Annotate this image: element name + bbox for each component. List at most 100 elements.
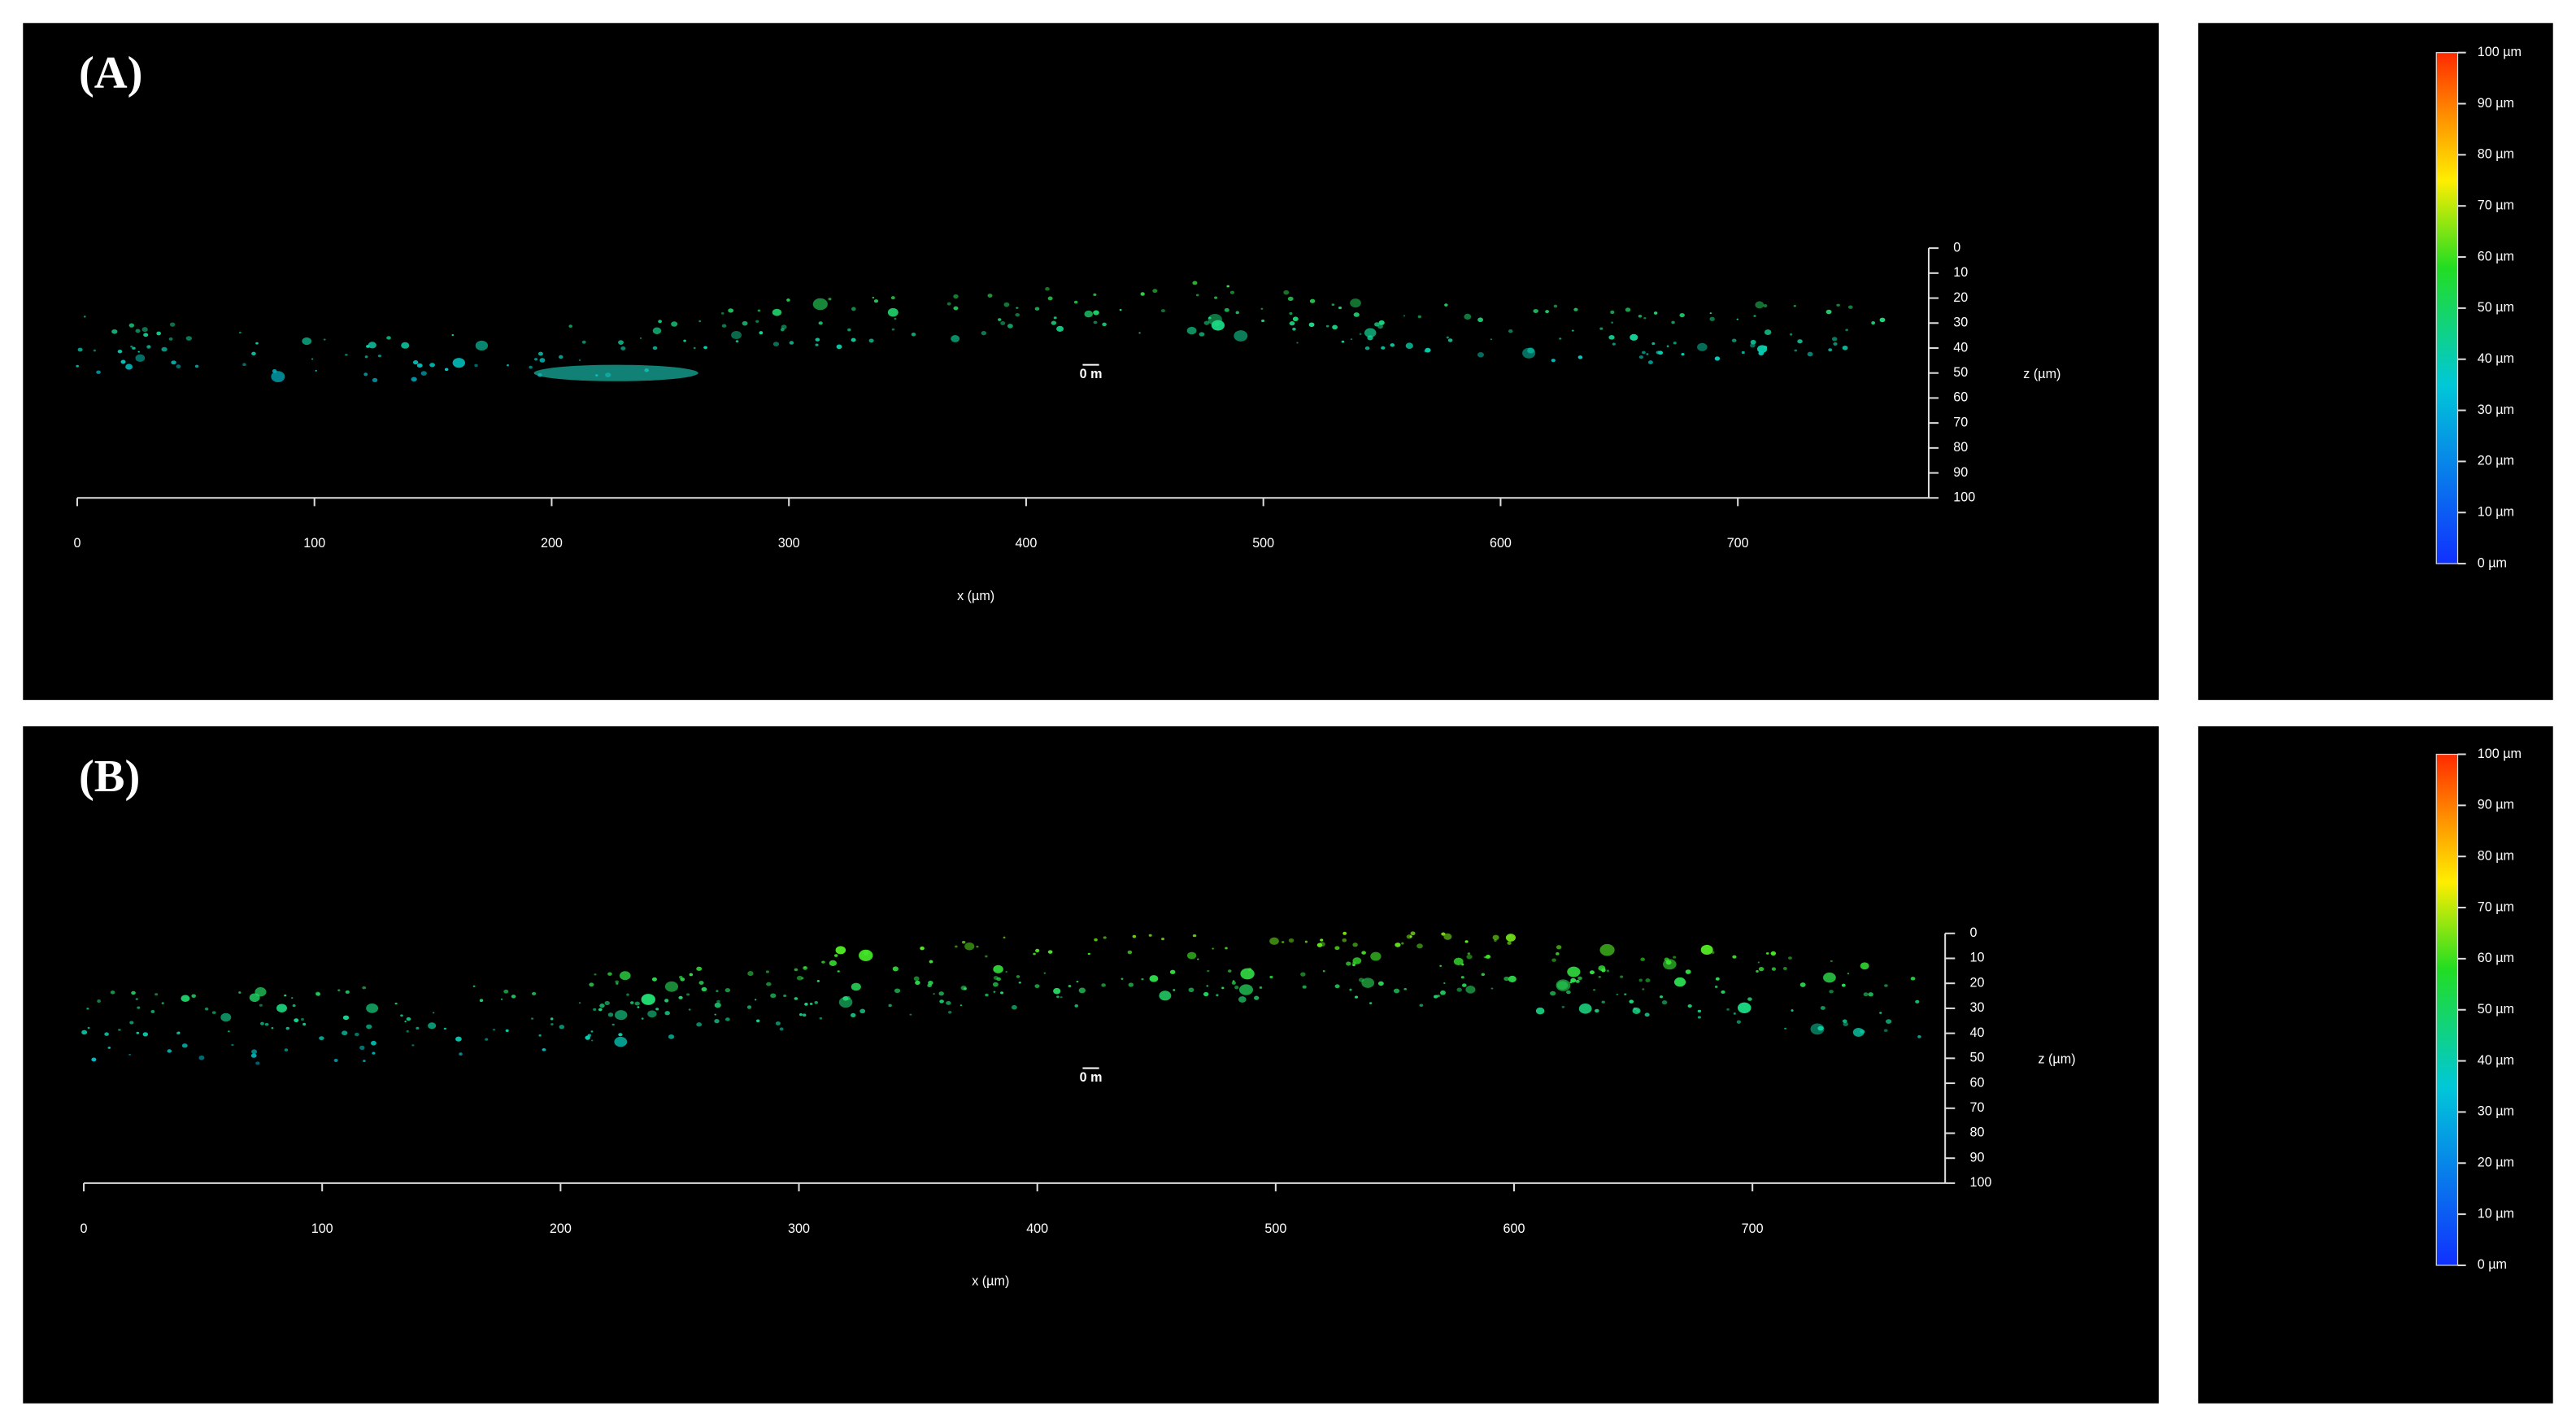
- fluorescent-spot: [171, 360, 176, 365]
- fluorescent-spot: [1550, 990, 1556, 996]
- fluorescent-spot: [953, 306, 959, 311]
- fluorescent-spot: [87, 1026, 90, 1030]
- fluorescent-spot: [1436, 995, 1440, 998]
- fluorescent-spot: [976, 945, 979, 948]
- fluorescent-spot: [1349, 988, 1352, 991]
- fluorescent-spot: [1715, 977, 1720, 981]
- fluorescent-spot: [985, 993, 989, 997]
- colorbar-label: 100 µm: [2478, 747, 2522, 761]
- fluorescent-spot: [698, 320, 702, 323]
- fluorescent-spot: [804, 1003, 808, 1006]
- fluorescent-spot: [363, 372, 368, 377]
- fluorescent-spot: [696, 966, 703, 971]
- fluorescent-spot: [1527, 347, 1535, 354]
- fluorescent-spot: [1868, 992, 1873, 997]
- fluorescent-spot: [946, 302, 951, 306]
- fluorescent-spot: [1078, 987, 1086, 994]
- fluorescent-spot: [1843, 1021, 1848, 1026]
- fluorescent-spot: [129, 1021, 134, 1025]
- fluorescent-spot: [1697, 1016, 1701, 1019]
- fluorescent-spot: [775, 1021, 781, 1025]
- fluorescent-spot: [1737, 1002, 1751, 1013]
- z-tick-label: 80: [1953, 440, 1968, 455]
- fluorescent-spot: [503, 989, 509, 994]
- x-tick-label: 100: [303, 536, 325, 551]
- fluorescent-spot: [735, 340, 739, 343]
- fluorescent-spot: [1288, 938, 1295, 943]
- fluorescent-spot: [142, 1032, 149, 1037]
- fluorescent-spot: [1160, 309, 1166, 313]
- fluorescent-spot: [1644, 1012, 1650, 1017]
- fluorescent-spot: [803, 965, 808, 970]
- fluorescent-spot: [703, 346, 707, 350]
- fluorescent-spot: [1884, 984, 1888, 987]
- fluorescent-spot: [770, 993, 777, 999]
- fluorescent-spot: [1441, 932, 1446, 936]
- fluorescent-spot: [913, 976, 920, 982]
- fluorescent-spot: [1260, 307, 1264, 310]
- fluorescent-spot: [420, 371, 427, 376]
- fluorescent-spot: [671, 321, 678, 327]
- fluorescent-spot: [177, 1031, 181, 1034]
- image-background: [23, 726, 2159, 1404]
- fluorescent-spot: [1232, 980, 1235, 982]
- fluorescent-spot: [1556, 952, 1560, 956]
- fluorescent-spot: [285, 1026, 289, 1030]
- fluorescent-spot: [619, 971, 631, 981]
- x-axis-label: x (µm): [972, 1273, 1009, 1288]
- fluorescent-spot: [1661, 1000, 1668, 1005]
- fluorescent-spot: [428, 1022, 437, 1030]
- fluorescent-spot: [311, 358, 314, 360]
- fluorescent-spot: [1161, 938, 1165, 941]
- fluorescent-spot: [1000, 991, 1004, 995]
- colorbar-label: 20 µm: [2478, 454, 2514, 468]
- z-tick-label: 50: [1969, 1051, 1984, 1065]
- fluorescent-spot: [1007, 324, 1013, 329]
- fluorescent-spot: [1212, 947, 1214, 950]
- fluorescent-spot: [651, 977, 657, 982]
- fluorescent-spot: [1505, 934, 1516, 942]
- fluorescent-spot: [1425, 347, 1431, 353]
- fluorescent-spot: [416, 363, 423, 368]
- fluorescent-spot: [1159, 990, 1172, 1001]
- fluorescent-spot: [394, 1002, 398, 1005]
- fluorescent-spot: [742, 320, 748, 326]
- fluorescent-spot: [1043, 972, 1046, 974]
- fluorescent-spot: [1216, 994, 1219, 997]
- fluorescent-spot: [412, 359, 419, 365]
- fluorescent-spot: [1871, 321, 1876, 325]
- fluorescent-spot: [1364, 346, 1370, 350]
- fluorescent-spot: [652, 327, 662, 335]
- fluorescent-spot: [1863, 992, 1869, 997]
- fluorescent-spot: [107, 1046, 111, 1049]
- fluorescent-spot: [607, 972, 612, 976]
- fluorescent-spot: [1016, 975, 1020, 978]
- colorbar-label: 100 µm: [2478, 45, 2522, 59]
- fluorescent-spot: [938, 991, 944, 996]
- fluorescent-spot: [1352, 943, 1358, 947]
- fluorescent-spot: [637, 1006, 640, 1008]
- fluorescent-spot: [615, 980, 620, 984]
- fluorescent-spot: [1015, 312, 1020, 317]
- colorbar-background: [2198, 23, 2553, 700]
- fluorescent-spot: [955, 945, 958, 948]
- fluorescent-spot: [1053, 316, 1057, 320]
- fluorescent-spot: [1673, 342, 1677, 345]
- z-tick-label: 40: [1969, 1025, 1984, 1040]
- fluorescent-spot: [1119, 308, 1122, 311]
- fluorescent-spot: [1341, 340, 1345, 343]
- fluorescent-spot: [1342, 938, 1347, 943]
- fluorescent-spot: [492, 1028, 496, 1031]
- fluorescent-spot: [1508, 934, 1512, 938]
- fluorescent-spot: [1377, 324, 1383, 329]
- fluorescent-spot: [1638, 978, 1643, 982]
- fluorescent-spot: [1595, 1008, 1599, 1013]
- fluorescent-spot: [796, 975, 803, 981]
- colorbar: [2435, 753, 2459, 1266]
- fluorescent-spot: [1784, 1027, 1786, 1030]
- fluorescent-spot: [693, 346, 696, 350]
- fluorescent-spot: [1034, 984, 1040, 989]
- fluorescent-spot: [1269, 975, 1273, 979]
- fluorescent-spot: [802, 1013, 807, 1017]
- fluorescent-spot: [1673, 977, 1686, 987]
